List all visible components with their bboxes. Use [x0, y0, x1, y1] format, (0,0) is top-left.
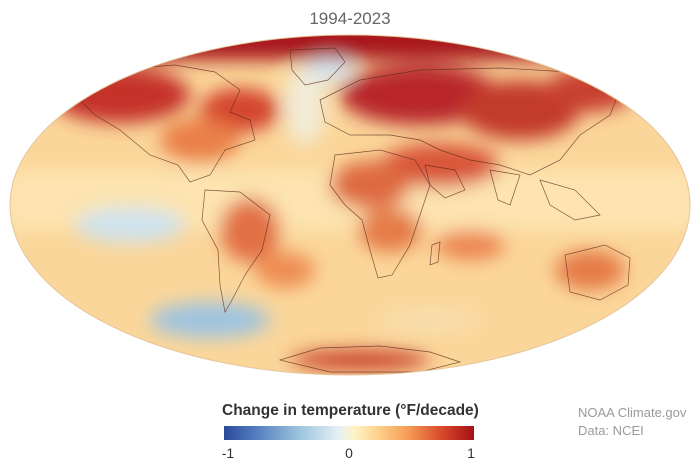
usa-warming: [160, 118, 240, 162]
south-america-warming: [220, 198, 280, 262]
pacific-cool-patch: [75, 207, 185, 243]
south-america-outline: [201, 189, 271, 313]
madagascar-outline: [429, 241, 441, 266]
australia-outline: [564, 244, 631, 301]
credit-source: NOAA Climate.gov: [578, 405, 687, 420]
north-america-outline: [69, 64, 256, 183]
greenland-cool: [305, 58, 355, 82]
middle-east-warming: [380, 143, 500, 187]
legend-color-bar: [224, 426, 474, 440]
temperature-field: [10, 35, 690, 375]
globe-border: [9, 34, 691, 376]
south-atlantic-warming: [255, 252, 315, 288]
southeast-asia-outline: [539, 179, 601, 221]
north-atlantic-cool: [285, 65, 325, 145]
legend-tick-min: -1: [221, 445, 235, 461]
central-africa-warming: [358, 208, 422, 252]
arabia-outline: [424, 164, 466, 199]
southern-ocean-neutral: [380, 308, 480, 332]
canada-warming: [50, 67, 190, 123]
east-siberia-warming: [545, 68, 635, 112]
southern-ocean-cooling: [150, 302, 270, 338]
world-temperature-map: [9, 34, 691, 376]
map-title: 1994-2023: [309, 9, 391, 28]
europe-asia-outline: [319, 67, 621, 176]
legend-title: Change in temperature (°F/decade): [222, 402, 479, 419]
continent-outlines: [69, 47, 631, 373]
credit-data: Data: NCEI: [578, 423, 644, 438]
greenland-outline: [289, 47, 346, 86]
india-outline: [489, 169, 521, 206]
arctic-warming: [10, 35, 690, 60]
north-africa-warming: [330, 161, 410, 209]
antarctica-outline: [278, 345, 462, 373]
legend-tick-zero: 0: [345, 445, 353, 461]
africa-outline: [329, 149, 431, 279]
indian-ocean-warming: [435, 230, 505, 260]
legend-tick-max: 1: [467, 445, 475, 461]
antarctic-peninsula-warming: [290, 350, 430, 370]
australia-warming: [555, 250, 625, 290]
